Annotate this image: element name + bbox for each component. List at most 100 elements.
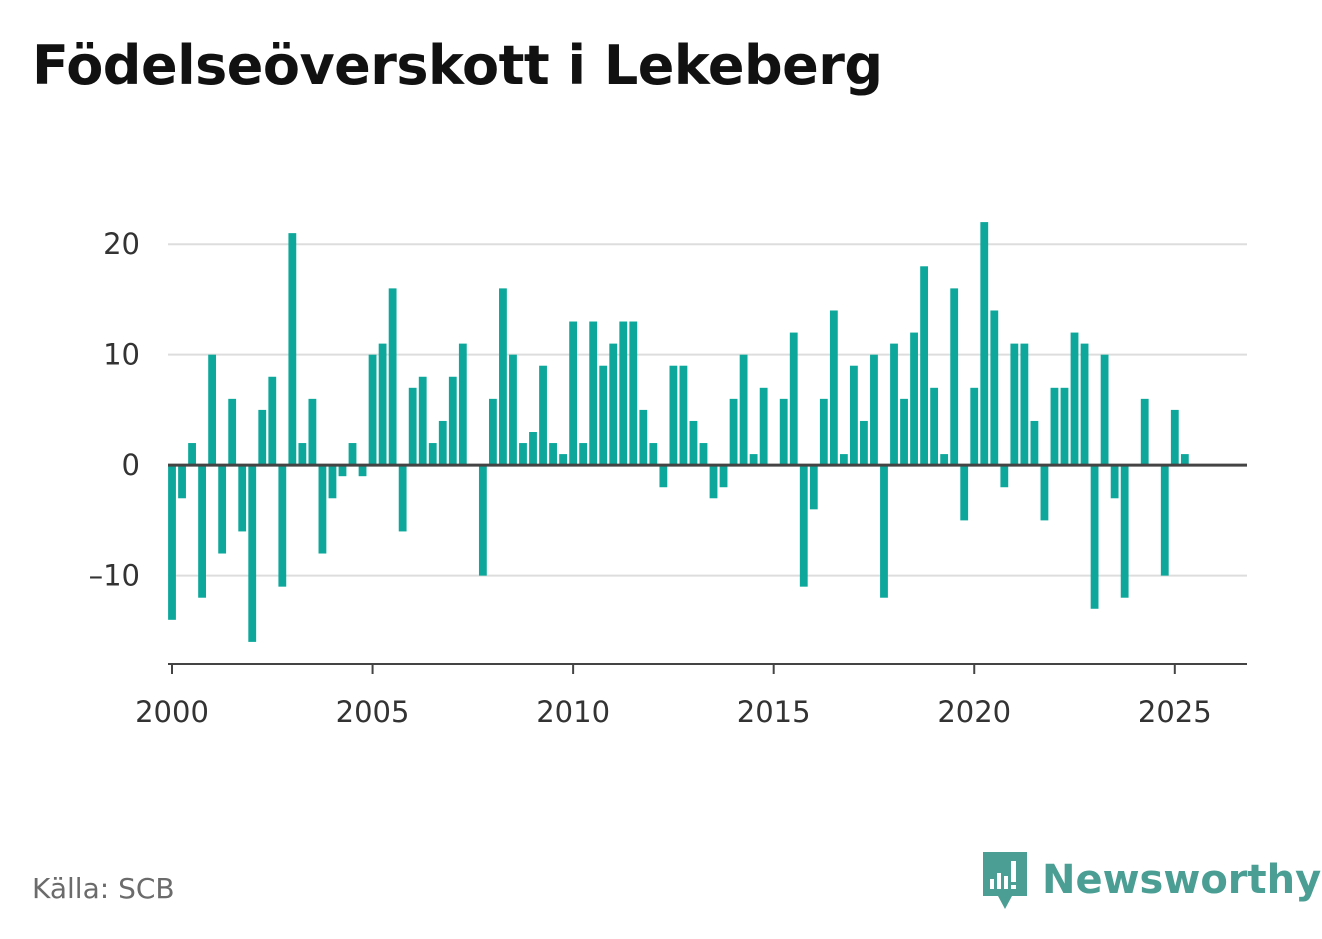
x-tick-label: 2020: [937, 695, 1011, 729]
x-tick-label: 2025: [1138, 695, 1212, 729]
bar-chart-bubble-icon: [983, 852, 1027, 909]
bar: [759, 387, 768, 466]
y-tick-label: 20: [103, 227, 140, 261]
bar: [488, 398, 497, 466]
bar: [589, 321, 598, 466]
bar: [529, 432, 537, 466]
bar: [1040, 465, 1049, 521]
bar: [408, 387, 417, 466]
bar: [258, 409, 267, 466]
bar: [1000, 465, 1009, 488]
bar: [1020, 343, 1029, 466]
bar: [619, 321, 628, 466]
bar: [549, 443, 557, 466]
bar: [478, 465, 487, 576]
bar: [238, 465, 247, 532]
bars: [168, 222, 1189, 642]
bar: [789, 332, 798, 466]
bar: [599, 365, 608, 466]
bar: [1080, 343, 1089, 466]
bar: [679, 365, 688, 466]
brand-name: Newsworthy: [1042, 857, 1322, 903]
bar: [388, 288, 397, 466]
x-tick-label: 2015: [737, 695, 811, 729]
bar: [1030, 420, 1039, 466]
bar: [930, 387, 939, 466]
bar: [1070, 332, 1079, 466]
y-tick-label: 0: [122, 448, 140, 482]
bar: [499, 288, 507, 466]
bar: [1180, 454, 1189, 466]
x-tick-label: 2010: [536, 695, 610, 729]
bar: [168, 465, 176, 620]
bar: [870, 354, 878, 466]
bar: [819, 398, 828, 466]
bar: [428, 443, 437, 466]
chart-title: Födelseöverskott i Lekeberg: [32, 34, 883, 97]
bar: [729, 398, 738, 466]
bar: [940, 454, 949, 466]
bar: [418, 376, 427, 466]
bar: [839, 454, 848, 466]
bar: [960, 465, 969, 521]
bar: [268, 376, 277, 466]
bar: [880, 465, 888, 598]
bar: [278, 465, 287, 587]
bar: [509, 354, 517, 466]
y-tick-label: –10: [89, 559, 140, 593]
bar: [709, 465, 718, 499]
bar: [228, 398, 237, 466]
bar: [539, 365, 547, 466]
bar: [559, 454, 568, 466]
bar: [338, 465, 347, 477]
bar: [298, 443, 307, 466]
bar: [579, 443, 588, 466]
bar: [639, 409, 648, 466]
bar: [850, 365, 858, 466]
bar: [218, 465, 227, 554]
bar: [328, 465, 337, 499]
x-tick-label: 2005: [336, 695, 410, 729]
bar: [348, 443, 357, 466]
bar: [860, 420, 868, 466]
bar: [950, 288, 959, 466]
x-tick-label: 2000: [135, 695, 209, 729]
bar: [739, 354, 748, 466]
bar: [1110, 465, 1119, 499]
bar: [1010, 343, 1019, 466]
bar: [970, 387, 979, 466]
bar: [659, 465, 668, 488]
bar: [398, 465, 407, 532]
bar: [890, 343, 898, 466]
bar: [779, 398, 788, 466]
bar: [438, 420, 447, 466]
bar: [1090, 465, 1099, 609]
bar: [910, 332, 918, 466]
bar: [458, 343, 467, 466]
bar: [368, 354, 377, 466]
bar: [629, 321, 638, 466]
bar: [609, 343, 618, 466]
bar: [699, 443, 708, 466]
bar: [1120, 465, 1129, 598]
bar: [569, 321, 578, 466]
bar: [358, 465, 367, 477]
axes: [168, 463, 1247, 674]
y-tick-label: 10: [103, 338, 140, 372]
bar: [198, 465, 206, 598]
bar: [178, 465, 186, 499]
bar: [208, 354, 217, 466]
bar: [308, 398, 317, 466]
bar: [288, 233, 297, 466]
grid-lines: [168, 243, 1247, 577]
bar: [669, 365, 678, 466]
brand-logo: Newsworthy: [980, 848, 1321, 912]
y-axis-labels: 20 10 0 –10: [89, 227, 140, 592]
bar: [980, 222, 989, 466]
bar: [829, 310, 838, 466]
bar: [378, 343, 387, 466]
bar: [448, 376, 457, 466]
bar: [900, 398, 908, 466]
x-axis-labels: 2000 2005 2010 2015 2020 2025: [135, 695, 1212, 729]
